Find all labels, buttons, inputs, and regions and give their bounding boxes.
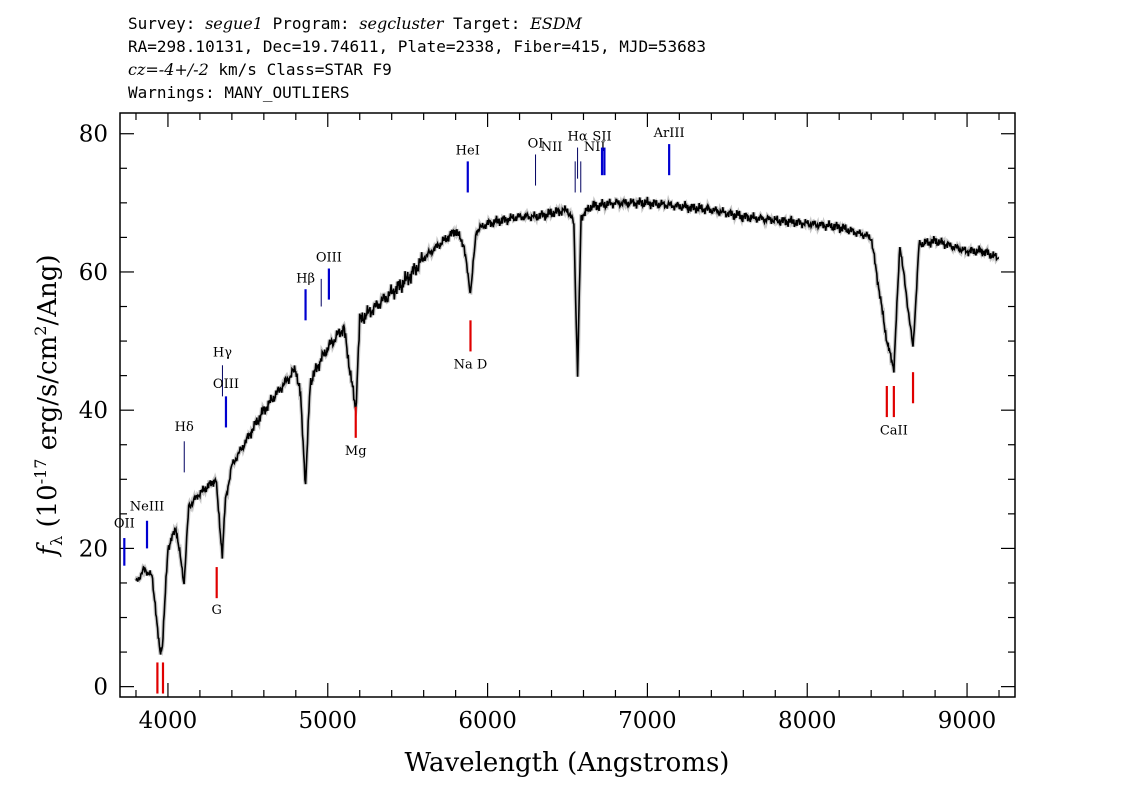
cz-value: -4+/-2 xyxy=(158,60,209,79)
header-line-warnings: Warnings: MANY_OUTLIERS xyxy=(128,83,350,102)
spectrum-flux-line xyxy=(135,196,1000,655)
plot-area xyxy=(134,194,1000,657)
emission-line-label: OIII xyxy=(316,251,342,266)
emission-line-label: OII xyxy=(114,517,135,532)
absorption-line-label: Mg xyxy=(345,444,367,459)
emission-line-label: NeIII xyxy=(130,499,164,514)
y-tick-label: 0 xyxy=(93,675,108,701)
y-tick-label: 80 xyxy=(79,122,108,148)
emission-line-label: SII xyxy=(592,130,611,145)
emission-line-label: HeI xyxy=(456,143,480,158)
header-line-coords: RA=298.10131, Dec=19.74611, Plate=2338, … xyxy=(128,37,706,56)
emission-line-label: Hβ xyxy=(296,271,315,286)
x-tick-label: 8000 xyxy=(778,708,837,734)
survey-label: Survey: xyxy=(128,14,196,33)
x-tick-label: 9000 xyxy=(938,708,997,734)
emission-line-label: NII xyxy=(541,140,563,155)
spectrum-header: Survey: segue1 Program: segcluster Targe… xyxy=(128,12,706,104)
survey-value: segue1 xyxy=(205,14,263,33)
absorption-line-label: G xyxy=(211,603,221,618)
spectrum-error-band xyxy=(134,194,1000,657)
target-value: ESDM xyxy=(530,14,582,33)
header-line-survey: Survey: segue1 Program: segcluster Targe… xyxy=(128,12,706,35)
x-tick-label: 6000 xyxy=(458,708,517,734)
x-tick-label: 5000 xyxy=(298,708,357,734)
program-label: Program: xyxy=(272,14,350,33)
emission-line-label: Hδ xyxy=(175,420,194,435)
x-tick-label: 7000 xyxy=(618,708,677,734)
x-tick-label: 4000 xyxy=(139,708,198,734)
y-tick-label: 60 xyxy=(79,260,108,286)
y-axis-title: fλ (10-17 erg/s/cm2/Ang) xyxy=(31,254,66,557)
emission-line-label: OIII xyxy=(213,377,239,392)
cz-label: cz= xyxy=(128,60,159,79)
target-label: Target: xyxy=(453,14,521,33)
y-tick-label: 20 xyxy=(79,536,108,562)
emission-line-label: NII xyxy=(584,140,606,155)
emission-line-label: Hγ xyxy=(213,345,232,360)
absorption-line-label: Na D xyxy=(454,358,488,373)
absorption-line-label: CaII xyxy=(880,423,908,438)
emission-line-label: ArIII xyxy=(653,126,685,141)
header-line-redshift: cz=-4+/-2 km/s Class=STAR F9 xyxy=(128,58,706,81)
cz-unit-class: km/s Class=STAR F9 xyxy=(208,60,392,79)
program-value: segcluster xyxy=(359,14,444,33)
y-tick-label: 40 xyxy=(79,398,108,424)
axis-ticks: 4000 5000 6000 7000 8000 9000 0 20 40 60 80 xyxy=(79,113,1015,734)
plot-frame xyxy=(119,112,1016,698)
x-axis-title: Wavelength (Angstroms) xyxy=(405,748,730,778)
emission-line-label: OI xyxy=(528,137,544,152)
emission-line-label: Hα xyxy=(568,130,588,145)
